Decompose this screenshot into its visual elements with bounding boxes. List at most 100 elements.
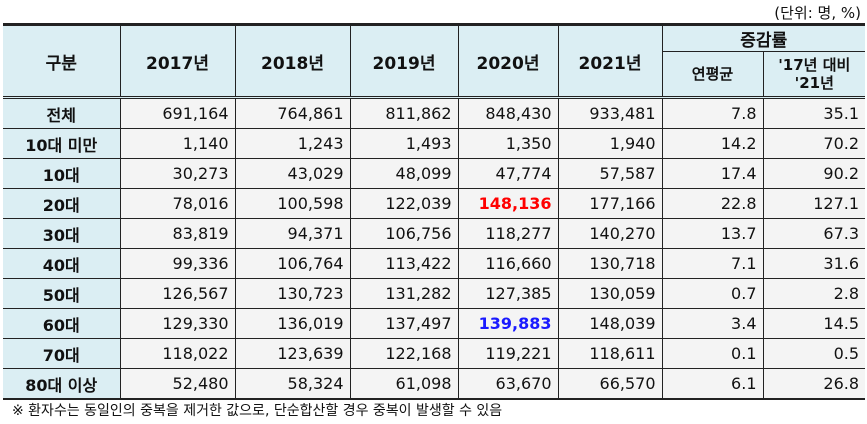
year-value-cell: 126,567 — [119, 278, 236, 309]
vs-2017-cell: 26.8 — [762, 368, 866, 400]
year-value-cell: 99,336 — [119, 248, 236, 279]
year-value-cell: 130,723 — [234, 278, 351, 309]
header-year: 2020년 — [457, 23, 559, 99]
year-value-cell: 58,324 — [234, 368, 351, 400]
year-value-cell: 130,059 — [557, 278, 663, 309]
vs-2017-cell: 70.2 — [762, 128, 866, 159]
year-value-cell: 1,243 — [234, 128, 351, 159]
patient-count-table: 구분 2017년 2018년 2019년 2020년 2021년 증감률 연평균… — [3, 23, 866, 400]
vs-2017-cell: 67.3 — [762, 218, 866, 249]
year-value-cell: 933,481 — [557, 97, 663, 129]
header-year: 2019년 — [349, 23, 459, 99]
table-body: 전체 691,164 764,861 811,862 848,430 933,481 7.8… — [3, 97, 866, 400]
year-value-cell: 764,861 — [234, 97, 351, 129]
row-label: 30대 — [3, 218, 121, 249]
row-label: 10대 미만 — [3, 128, 121, 159]
year-value-cell: 811,862 — [349, 97, 459, 129]
year-value-cell: 1,350 — [457, 128, 559, 159]
year-value-cell: 1,493 — [349, 128, 459, 159]
annual-avg-cell: 7.8 — [661, 97, 764, 129]
table-row: 전체 691,164 764,861 811,862 848,430 933,481 7.8… — [3, 97, 866, 129]
year-value-cell: 43,029 — [234, 158, 351, 189]
year-value-cell: 848,430 — [457, 97, 559, 129]
year-value-cell: 118,611 — [557, 338, 663, 369]
year-value-cell: 691,164 — [119, 97, 236, 129]
vs-2017-cell: 31.6 — [762, 248, 866, 279]
year-value-cell: 177,166 — [557, 188, 663, 219]
row-label: 20대 — [3, 188, 121, 219]
table-row: 20대 78,016 100,598 122,039 148,136 177,166 22.… — [3, 188, 866, 219]
year-value-cell: 148,136 — [457, 188, 559, 219]
year-value-cell: 52,480 — [119, 368, 236, 400]
table-row: 60대 129,330 136,019 137,497 139,883 148,039 3.… — [3, 308, 866, 339]
year-value-cell: 140,270 — [557, 218, 663, 249]
header-annual-avg: 연평균 — [662, 51, 764, 99]
year-value-cell: 130,718 — [557, 248, 663, 279]
row-label: 80대 이상 — [3, 368, 121, 400]
year-value-cell: 30,273 — [119, 158, 236, 189]
year-value-cell: 122,039 — [349, 188, 459, 219]
row-label: 60대 — [3, 308, 121, 339]
header-category: 구분 — [3, 23, 121, 99]
row-label: 70대 — [3, 338, 121, 369]
annual-avg-cell: 0.7 — [661, 278, 764, 309]
annual-avg-cell: 3.4 — [661, 308, 764, 339]
header-year: 2018년 — [234, 23, 351, 99]
table-row: 70대 118,022 123,639 122,168 119,221 118,611 0.… — [3, 338, 866, 369]
year-value-cell: 129,330 — [119, 308, 236, 339]
vs-2017-cell: 90.2 — [762, 158, 866, 189]
row-label: 전체 — [3, 97, 121, 129]
header-year: 2017년 — [119, 23, 236, 99]
annual-avg-cell: 0.1 — [661, 338, 764, 369]
year-value-cell: 83,819 — [119, 218, 236, 249]
year-value-cell: 113,422 — [349, 248, 459, 279]
table-row: 30대 83,819 94,371 106,756 118,277 140,270 13.7… — [3, 218, 866, 249]
annual-avg-cell: 6.1 — [661, 368, 764, 400]
table-row: 10대 30,273 43,029 48,099 47,774 57,587 17.4 90.… — [3, 158, 866, 189]
header-year: 2021년 — [557, 23, 663, 99]
vs-2017-cell: 0.5 — [762, 338, 866, 369]
year-value-cell: 106,764 — [234, 248, 351, 279]
row-label: 50대 — [3, 278, 121, 309]
header-vs-2017: '17년 대비 '21년 — [762, 51, 866, 99]
year-value-cell: 123,639 — [234, 338, 351, 369]
annual-avg-cell: 14.2 — [661, 128, 764, 159]
year-value-cell: 47,774 — [457, 158, 559, 189]
vs-2017-cell: 2.8 — [762, 278, 866, 309]
year-value-cell: 66,570 — [557, 368, 663, 400]
year-value-cell: 122,168 — [349, 338, 459, 369]
vs-2017-cell: 14.5 — [762, 308, 866, 339]
table-row: 50대 126,567 130,723 131,282 127,385 130,059 0.… — [3, 278, 866, 309]
year-value-cell: 63,670 — [457, 368, 559, 400]
year-value-cell: 78,016 — [119, 188, 236, 219]
year-value-cell: 94,371 — [234, 218, 351, 249]
year-value-cell: 119,221 — [457, 338, 559, 369]
year-value-cell: 1,940 — [557, 128, 663, 159]
year-value-cell: 106,756 — [349, 218, 459, 249]
annual-avg-cell: 13.7 — [661, 218, 764, 249]
vs-2017-cell: 127.1 — [762, 188, 866, 219]
year-value-cell: 57,587 — [557, 158, 663, 189]
year-value-cell: 148,039 — [557, 308, 663, 339]
annual-avg-cell: 7.1 — [661, 248, 764, 279]
year-value-cell: 139,883 — [457, 308, 559, 339]
year-value-cell: 100,598 — [234, 188, 351, 219]
year-value-cell: 137,497 — [349, 308, 459, 339]
year-value-cell: 61,098 — [349, 368, 459, 400]
year-value-cell: 118,277 — [457, 218, 559, 249]
year-value-cell: 48,099 — [349, 158, 459, 189]
footnote: ※ 환자수는 동일인의 중복을 제거한 값으로, 단순합산할 경우 중복이 발생… — [12, 403, 503, 419]
year-value-cell: 116,660 — [457, 248, 559, 279]
table-row: 80대 이상 52,480 58,324 61,098 63,670 66,570 6.1 2… — [3, 368, 866, 400]
year-value-cell: 136,019 — [234, 308, 351, 339]
year-value-cell: 127,385 — [457, 278, 559, 309]
year-value-cell: 131,282 — [349, 278, 459, 309]
year-value-cell: 118,022 — [119, 338, 236, 369]
table-row: 10대 미만 1,140 1,243 1,493 1,350 1,940 14.2 70.2 — [3, 128, 866, 159]
row-label: 40대 — [3, 248, 121, 279]
annual-avg-cell: 17.4 — [661, 158, 764, 189]
year-value-cell: 1,140 — [119, 128, 236, 159]
annual-avg-cell: 22.8 — [661, 188, 764, 219]
header-change-rate: 증감률 — [661, 23, 866, 52]
vs-2017-cell: 35.1 — [762, 97, 866, 129]
